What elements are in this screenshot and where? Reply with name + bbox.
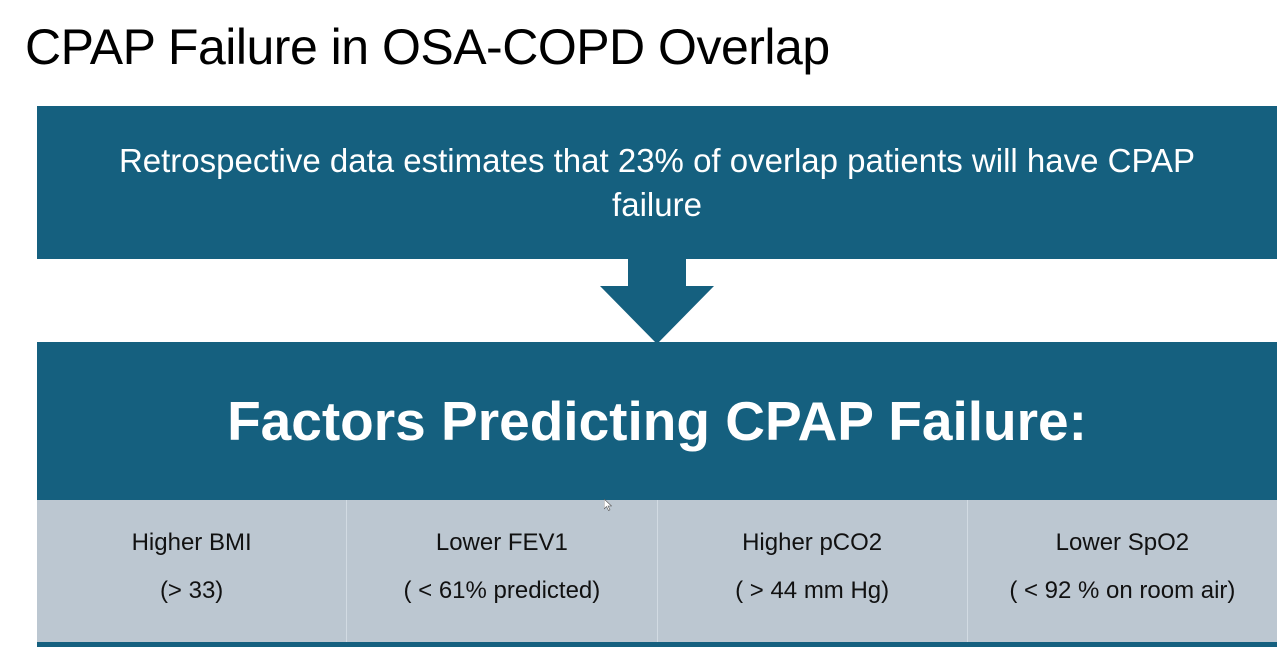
factors-heading: Factors Predicting CPAP Failure:: [227, 390, 1087, 452]
factor-cell: Lower FEV1 ( < 61% predicted): [347, 500, 658, 642]
mouse-pointer-icon: [604, 499, 612, 511]
factor-threshold: ( < 92 % on room air): [1009, 577, 1236, 604]
factor-cell: Lower SpO2 ( < 92 % on room air): [968, 500, 1277, 642]
down-arrow-icon: [600, 259, 714, 344]
factor-threshold: ( < 61% predicted): [403, 577, 601, 604]
factors-heading-box: Factors Predicting CPAP Failure:: [37, 342, 1277, 500]
factor-name: Lower SpO2: [1055, 529, 1190, 556]
factor-name: Higher pCO2: [742, 529, 883, 556]
factor-cell: Higher pCO2 ( > 44 mm Hg): [658, 500, 968, 642]
summary-box: Retrospective data estimates that 23% of…: [37, 106, 1277, 259]
factor-name: Higher BMI: [131, 529, 252, 556]
factor-name: Lower FEV1: [435, 529, 568, 556]
factor-threshold: ( > 44 mm Hg): [735, 577, 890, 604]
factors-table: Higher BMI (> 33) Lower FEV1 ( < 61% pre…: [37, 500, 1277, 647]
summary-text: Retrospective data estimates that 23% of…: [118, 141, 1196, 223]
slide-title: CPAP Failure in OSA-COPD Overlap: [25, 19, 830, 75]
factor-cell: Higher BMI (> 33): [37, 500, 348, 642]
factor-threshold: (> 33): [159, 577, 224, 604]
